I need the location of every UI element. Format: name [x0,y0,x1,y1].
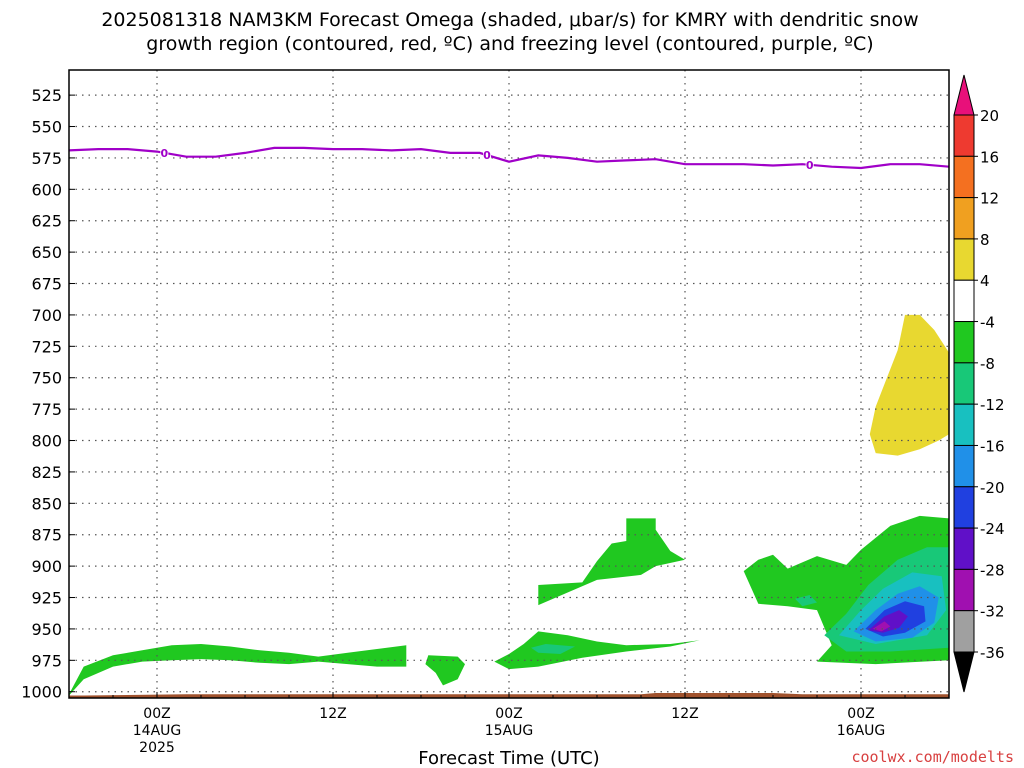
colorbar-label: -24 [980,520,1005,538]
omega-region-low-level-west [69,644,407,696]
freezing-level-contour: 0 0 0 [68,146,950,172]
y-tick-label: 700 [31,306,62,325]
y-tick-label: 775 [31,400,62,419]
colorbar-label: -12 [980,396,1005,414]
omega-region-low-level-center [494,631,700,670]
x-tick-label: 12Z [671,706,698,722]
freezing-level-label: 0 [161,147,169,160]
colorbar-label: -8 [980,355,995,373]
y-tick-label: 925 [31,589,62,608]
y-tick-label: 650 [31,243,62,262]
colorbar-label: -20 [980,479,1005,497]
colorbar-label: 20 [980,107,999,125]
freezing-level-label-bg [483,149,491,162]
y-tick-label: 600 [31,180,62,199]
x-tick-label: 00Z [495,706,522,722]
y-tick-label: 675 [31,275,62,294]
grid [69,70,949,698]
chart-title-line-1: 2025081318 NAM3KM Forecast Omega (shaded… [101,9,918,31]
colorbar-label: 4 [980,272,990,290]
credit-text[interactable]: coolwx.com/modelts [851,748,1014,766]
x-tick-label: 00Z [847,706,874,722]
y-tick-label: 725 [31,337,62,356]
colorbar-swatch [953,279,975,323]
freezing-level-label-bg [160,146,169,159]
chart-title-line-2: growth region (contoured, red, ºC) and f… [146,33,873,55]
colorbar-swatch [953,321,975,364]
colorbar-label: -32 [980,603,1005,621]
colorbar-label: -28 [980,561,1005,579]
omega-region-upper-mid [538,518,685,606]
colorbar-swatch [953,568,975,612]
freezing-level-line [68,146,950,170]
colorbar-label: -36 [980,644,1005,662]
y-tick-label: 875 [31,526,62,545]
colorbar-label: 12 [980,190,999,208]
x-tick-sublabel: 16AUG [837,723,886,739]
colorbar-swatch [953,444,975,488]
colorbar-swatch [953,610,975,653]
y-tick-label: 750 [31,369,62,388]
y-tick-label: 825 [31,463,62,482]
y-tick-label: 1000 [21,683,62,702]
colorbar: 20 16 12 8 4 -4 -8 -12 -16 -20 -24 -28 -32 -36 [953,74,1005,693]
y-tick-label: 525 [31,86,62,105]
colorbar-swatch [953,155,975,199]
x-tick-year-label: 2025 [139,740,175,756]
y-tick-label: 575 [31,149,62,168]
omega-region-low-level-mid [425,655,465,686]
x-tick-label: 00Z [143,706,170,722]
freezing-level-label-bg [805,158,814,171]
colorbar-label: -4 [980,314,995,332]
omega-region-positive [869,314,949,456]
colorbar-swatch [953,197,975,240]
colorbar-swatch [953,114,975,157]
y-tick-label: 900 [31,557,62,576]
y-tick-label: 950 [31,620,62,639]
omega-region-east-28 [872,621,891,632]
colorbar-label: -16 [980,437,1005,455]
y-tick-label: 550 [31,118,62,137]
omega-region-small-8 [795,595,817,607]
omega-region-center-8 [531,644,575,654]
y-tick-label: 850 [31,494,62,513]
plot-frame [68,69,950,699]
y-tick-label: 800 [31,432,62,451]
x-axis-title: Forecast Time (UTC) [418,748,599,768]
freezing-level-label: 0 [483,149,491,162]
x-tick-sublabel: 14AUG [133,723,182,739]
colorbar-label: 16 [980,148,999,166]
colorbar-label: 8 [980,231,990,249]
colorbar-swatch [953,527,975,570]
x-tick-label: 12Z [319,706,346,722]
colorbar-swatch [953,486,975,529]
freezing-level-label: 0 [806,159,814,172]
colorbar-swatch [953,238,975,281]
y-axis: 525 550 575 600 625 650 675 700 725 750 775 800 825 8… [21,86,75,702]
colorbar-swatch [953,362,975,405]
colorbar-top-arrow [953,74,975,116]
colorbar-swatch [953,403,975,446]
y-tick-label: 625 [31,212,62,231]
x-tick-sublabel: 15AUG [485,723,534,739]
colorbar-bottom-arrow [953,651,975,693]
y-tick-label: 975 [31,651,62,670]
